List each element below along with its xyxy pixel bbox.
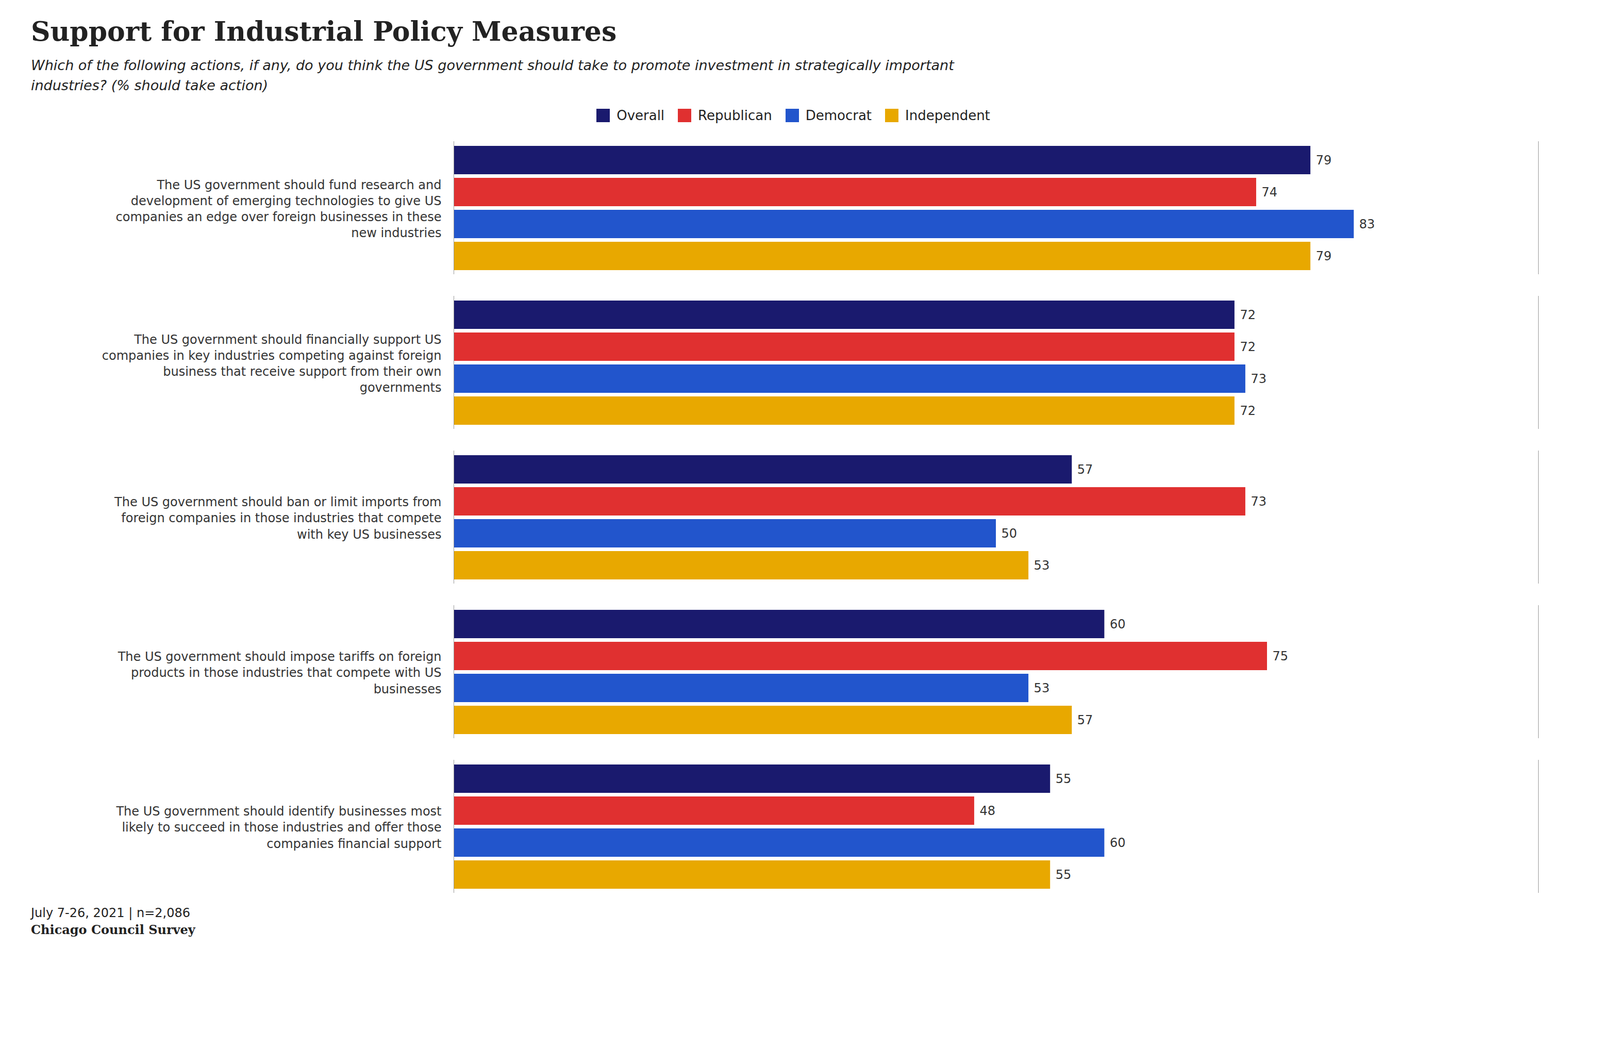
svg-text:75: 75 [1272, 648, 1289, 664]
html-text:Independent: Independent [905, 107, 991, 124]
html-text:Support for Industrial Policy: Support for Industrial Policy Measures [30, 15, 617, 47]
svg-text:The US government should finan: The US government should financially sup… [102, 332, 442, 396]
svg-text:83: 83 [1359, 217, 1376, 232]
svg-text:60: 60 [1109, 835, 1126, 850]
html-text:July 7-26, 2021 | n=2,086: July 7-26, 2021 | n=2,086 [30, 905, 191, 921]
svg-text:57: 57 [1077, 462, 1094, 477]
html-text:Overall: Overall [616, 107, 665, 124]
svg-text:The US government should fund: The US government should fund research a… [115, 177, 442, 241]
svg-text:79: 79 [1315, 248, 1332, 264]
svg-text:74: 74 [1261, 185, 1278, 200]
svg-text:The US government should ban o: The US government should ban or limit im… [113, 495, 442, 542]
html-text:Which of the following actions: Which of the following actions, if any, … [30, 57, 954, 94]
svg-text:57: 57 [1077, 712, 1094, 728]
svg-text:60: 60 [1109, 617, 1126, 632]
svg-text:72: 72 [1239, 339, 1256, 355]
svg-text:50: 50 [1001, 526, 1018, 541]
svg-text:55: 55 [1055, 867, 1072, 882]
svg-text:72: 72 [1239, 307, 1256, 323]
svg-text:The US government should impos: The US government should impose tariffs … [117, 650, 442, 697]
svg-text:73: 73 [1250, 371, 1267, 387]
html-text:Chicago Council Survey: Chicago Council Survey [30, 922, 196, 938]
svg-text:72: 72 [1239, 403, 1256, 419]
svg-text:53: 53 [1034, 558, 1050, 573]
html-text:Republican: Republican [697, 107, 772, 124]
svg-text:79: 79 [1315, 153, 1332, 168]
svg-text:48: 48 [979, 803, 996, 819]
svg-text:73: 73 [1250, 494, 1267, 509]
svg-text:55: 55 [1055, 771, 1072, 787]
svg-text:53: 53 [1034, 680, 1050, 696]
svg-text:The US government should ident: The US government should identify busine… [115, 804, 442, 852]
html-text:Democrat: Democrat [805, 107, 872, 124]
